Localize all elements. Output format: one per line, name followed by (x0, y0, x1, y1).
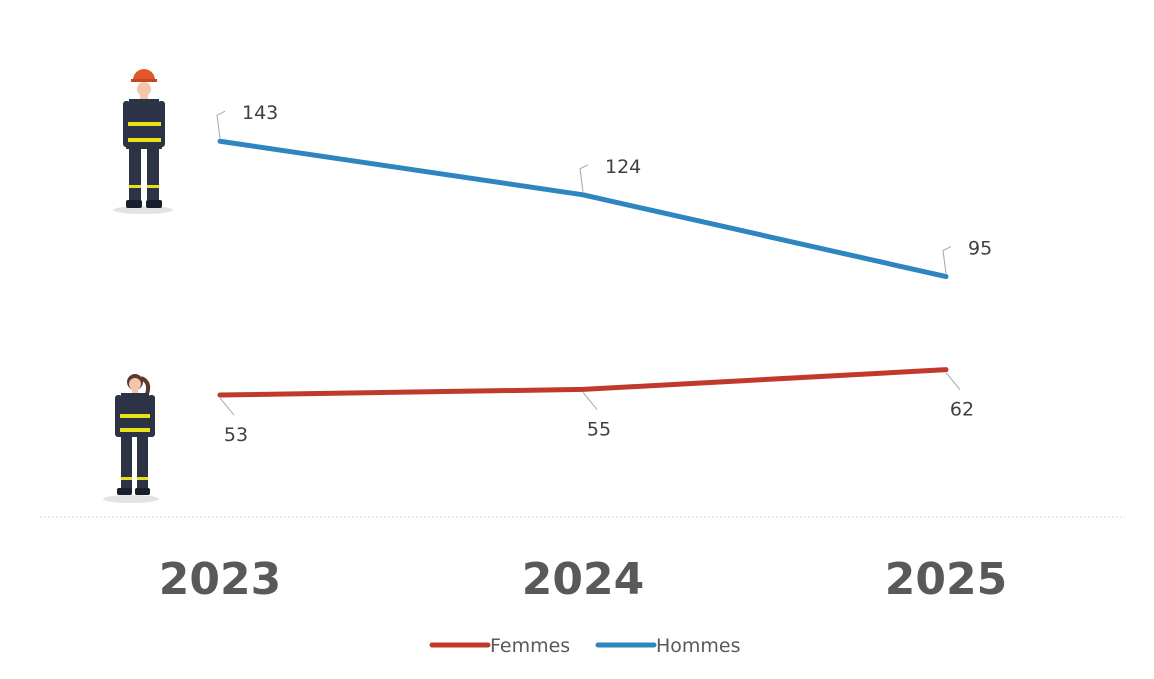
data-label-hommes-2023: 143 (216, 102, 278, 139)
data-label-femmes-2025: 62 (945, 372, 974, 421)
x-axis: 2023 2024 2025 (159, 554, 1007, 605)
legend-label: Femmes (490, 635, 570, 657)
legend-label: Hommes (656, 635, 741, 657)
male-firefighter-icon (113, 69, 173, 214)
female-firefighter-icon (103, 374, 159, 503)
series-line-femmes (217, 367, 949, 398)
series-layer (217, 138, 949, 398)
data-label-text: 124 (605, 156, 641, 178)
data-label-text: 53 (224, 424, 248, 446)
series-line-hommes (217, 138, 949, 280)
data-label-femmes-2023: 53 (219, 397, 248, 446)
data-label-text: 143 (242, 102, 278, 124)
data-label-hommes-2025: 95 (942, 238, 992, 274)
x-tick-label-2024: 2024 (522, 554, 644, 605)
data-label-leader (945, 372, 961, 390)
legend-item-femmes: Femmes (429, 635, 570, 657)
data-label-text: 55 (587, 418, 611, 440)
data-label-text: 95 (968, 238, 992, 260)
legend: Femmes Hommes (429, 635, 741, 657)
x-tick-label-2025: 2025 (885, 554, 1007, 605)
data-label-text: 62 (950, 399, 974, 421)
data-label-leader (582, 392, 598, 410)
x-tick-label-2023: 2023 (159, 554, 281, 605)
data-label-leader (219, 397, 235, 416)
data-label-leader (579, 164, 589, 192)
data-label-leader (942, 246, 952, 274)
data-label-leader (216, 110, 226, 139)
data-label-femmes-2024: 55 (582, 392, 611, 440)
data-labels: 53 55 62 143 124 95 (216, 102, 992, 446)
data-label-hommes-2024: 124 (579, 156, 641, 192)
legend-item-hommes: Hommes (595, 635, 741, 657)
